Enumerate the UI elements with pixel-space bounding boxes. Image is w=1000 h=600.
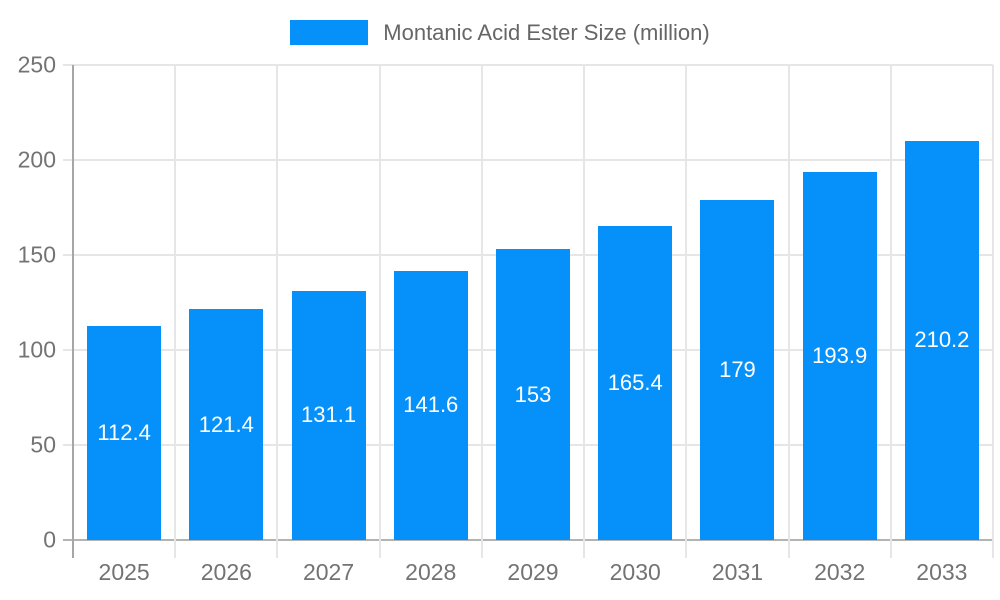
x-axis-tick-label: 2027: [302, 559, 355, 585]
x-gridline: [583, 65, 586, 558]
legend-swatch-icon: [290, 20, 369, 45]
bar-2033[interactable]: 210.2: [904, 140, 979, 540]
bar-2030[interactable]: 165.4: [598, 225, 673, 540]
bar-2026[interactable]: 121.4: [189, 309, 264, 540]
x-gridline: [174, 65, 177, 558]
x-axis-tick-label: 2028: [405, 559, 457, 585]
y-axis-tick-label: 200: [17, 146, 56, 173]
y-axis-tick-label: 100: [17, 336, 56, 363]
y-axis-line: [72, 65, 74, 558]
bar-2025[interactable]: 112.4: [87, 326, 162, 540]
x-gridline: [787, 65, 790, 558]
x-axis-tick-label: 2033: [916, 559, 968, 585]
bar-2027[interactable]: 131.1: [291, 290, 366, 540]
x-gridline: [889, 65, 892, 558]
y-axis-tick-label: 150: [17, 241, 56, 268]
bar-value-label: 179: [719, 356, 756, 382]
legend[interactable]: Montanic Acid Ester Size (million): [0, 20, 1000, 45]
bar-2028[interactable]: 141.6: [393, 270, 468, 540]
x-gridline: [685, 65, 688, 558]
x-gridline: [992, 65, 994, 558]
bar-value-label: 165.4: [607, 369, 663, 395]
bar-value-label: 141.6: [403, 392, 459, 418]
bar-value-label: 193.9: [812, 342, 868, 368]
x-axis-tick-label: 2025: [98, 559, 150, 585]
x-gridline: [480, 65, 483, 558]
bar-value-label: 153: [514, 381, 552, 407]
x-axis-tick-label: 2031: [711, 559, 764, 585]
x-gridline: [276, 65, 279, 558]
x-axis-tick-label: 2032: [814, 559, 866, 585]
x-axis-line: [63, 539, 993, 541]
bar-2031[interactable]: 179: [700, 199, 775, 540]
y-axis-tick-label: 50: [30, 431, 56, 458]
y-axis-tick-label: 0: [43, 526, 56, 553]
bar-2029[interactable]: 153: [496, 249, 570, 540]
bar-value-label: 112.4: [97, 420, 151, 446]
y-gridline: [63, 159, 993, 161]
bar-value-label: 121.4: [198, 411, 254, 437]
x-axis-tick-label: 2026: [200, 559, 252, 585]
bar-value-label: 131.1: [301, 402, 357, 428]
x-axis-tick-label: 2029: [507, 559, 559, 585]
bar-2032[interactable]: 193.9: [802, 171, 877, 540]
y-gridline: [63, 64, 993, 66]
y-axis-tick-label: 250: [17, 51, 56, 78]
legend-label: Montanic Acid Ester Size (million): [383, 20, 710, 45]
bar-value-label: 210.2: [914, 327, 970, 353]
x-axis-tick-label: 2030: [609, 559, 661, 585]
x-gridline: [378, 65, 381, 558]
